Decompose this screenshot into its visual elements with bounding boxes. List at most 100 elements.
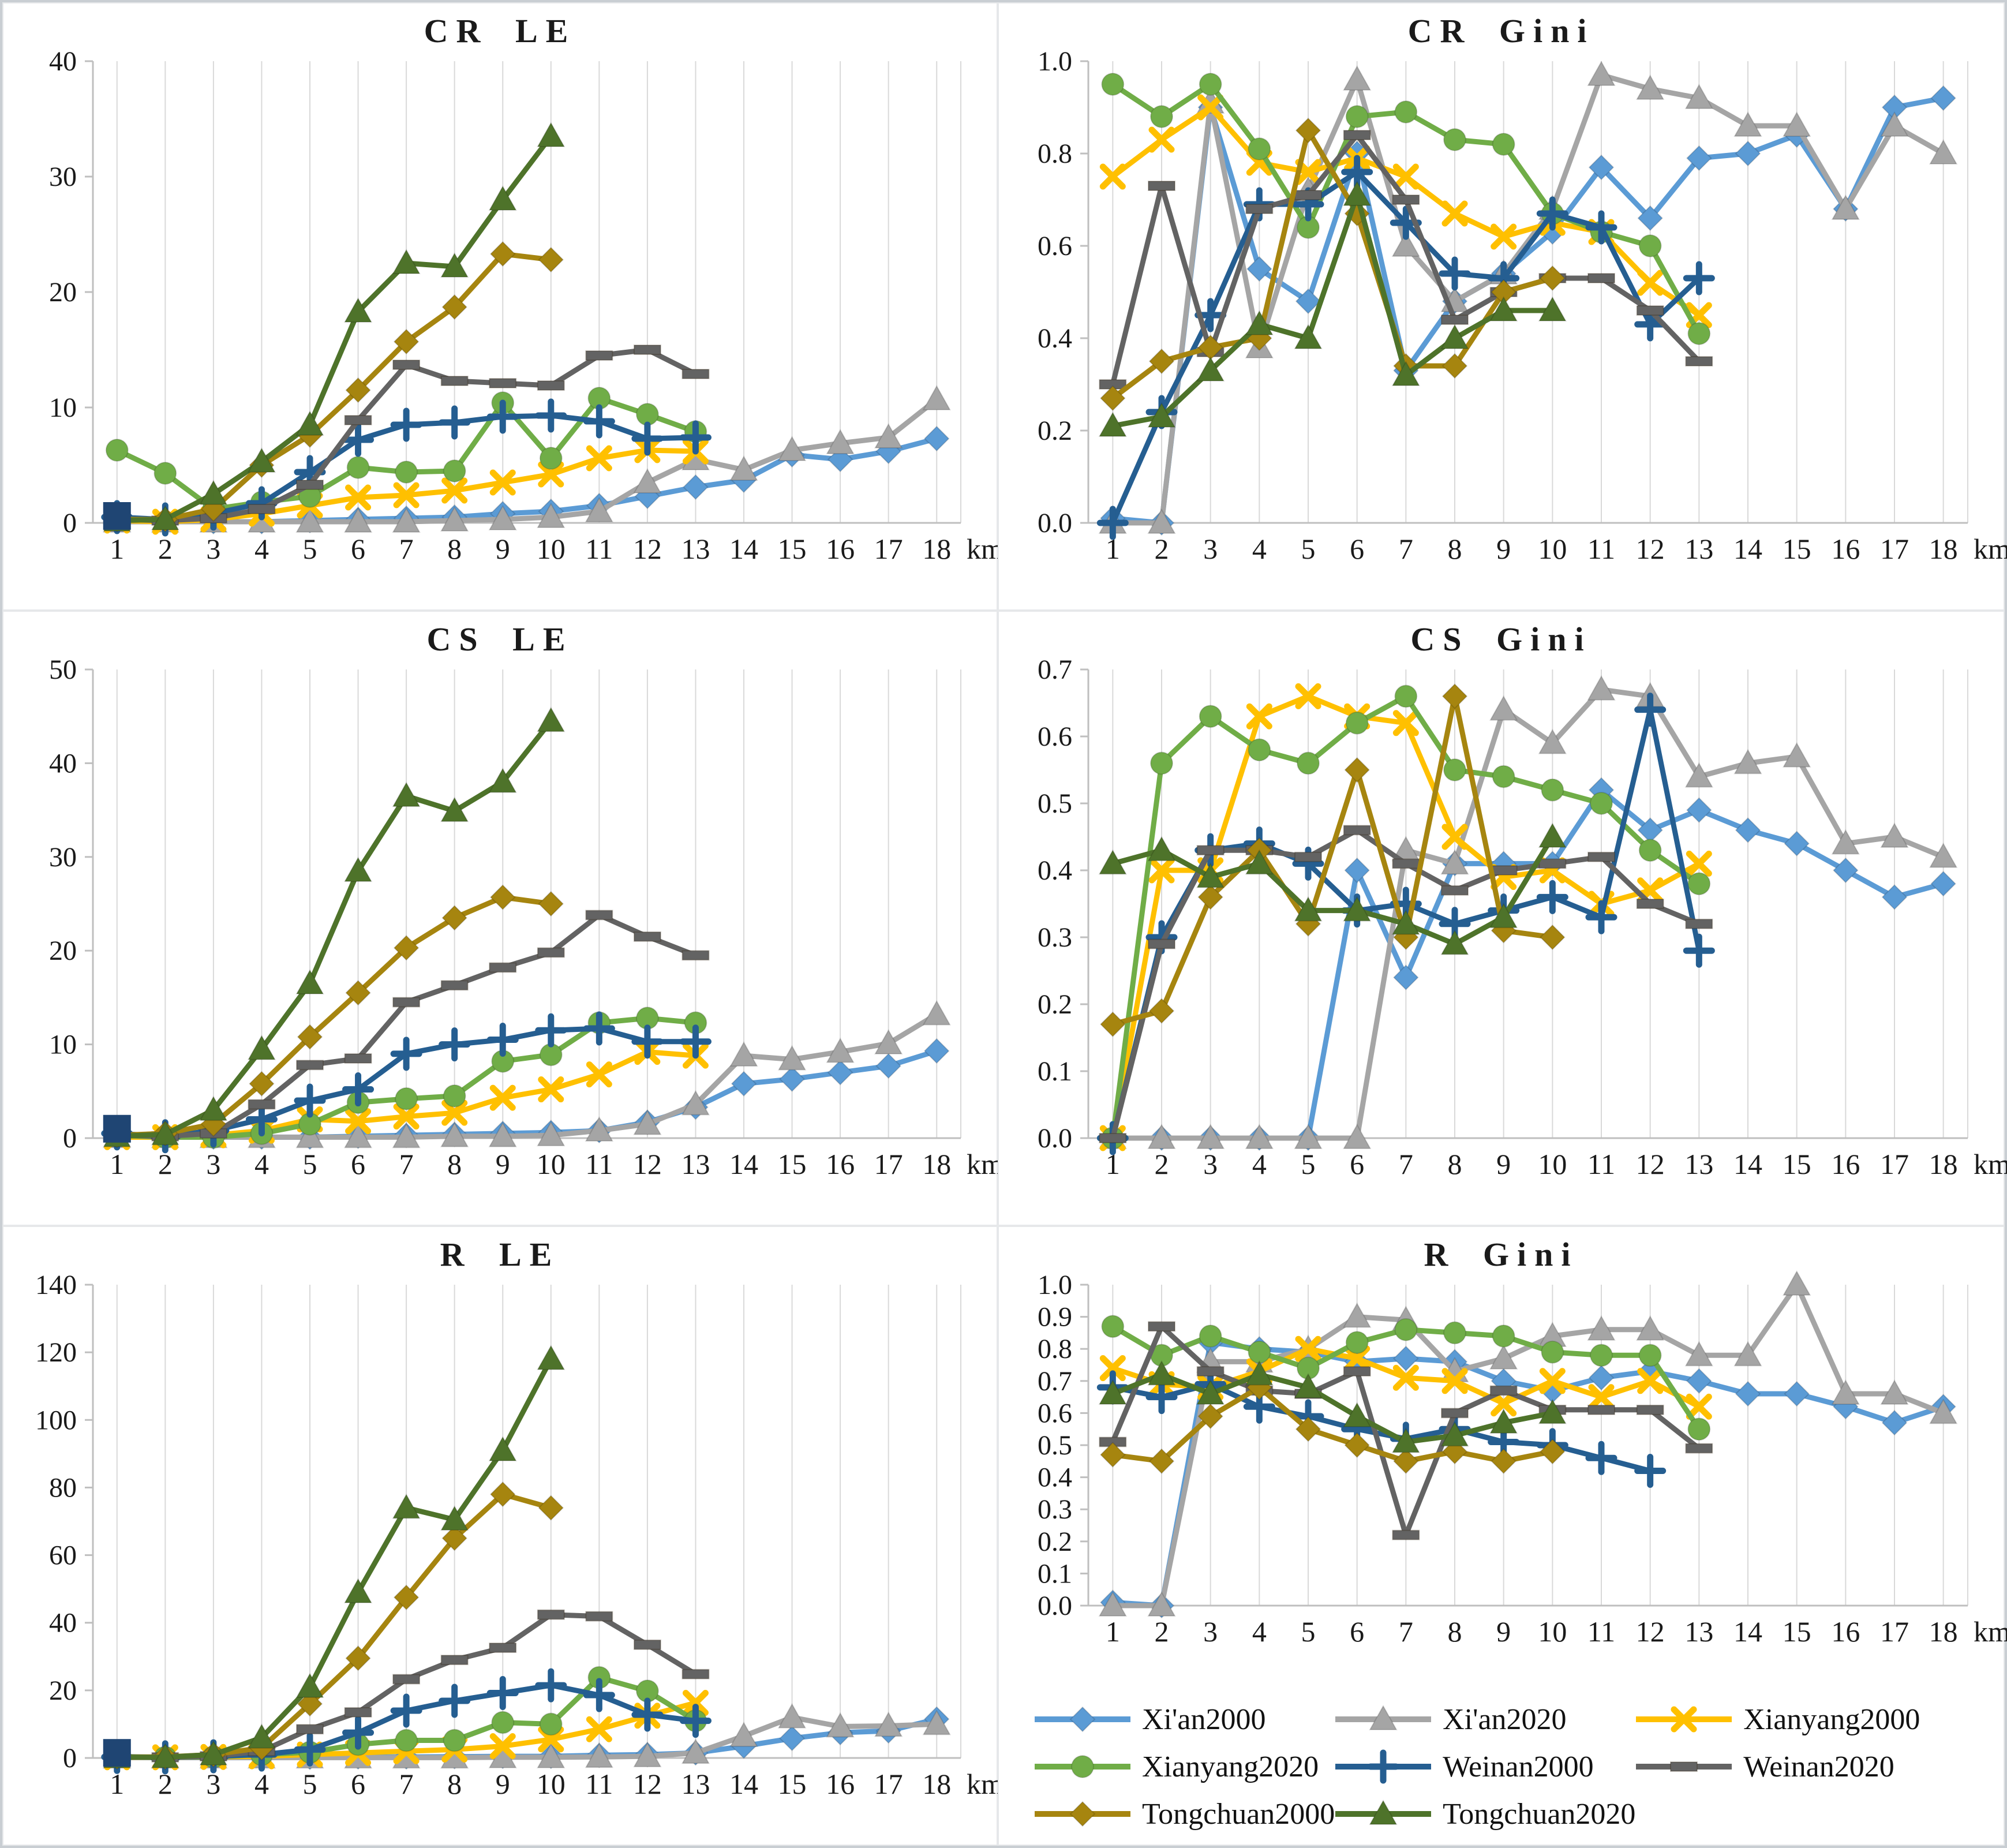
marker bbox=[1391, 909, 1421, 935]
marker bbox=[1344, 1432, 1371, 1458]
marker bbox=[1881, 884, 1908, 910]
marker bbox=[199, 479, 228, 505]
x-tick-label: 4 bbox=[1252, 1148, 1267, 1180]
x-tick-label: 6 bbox=[1350, 1148, 1364, 1180]
marker bbox=[1491, 1390, 1517, 1417]
legend-label: Xianyang2020 bbox=[1142, 1750, 1319, 1783]
marker bbox=[1391, 360, 1421, 386]
marker bbox=[199, 1095, 228, 1121]
marker bbox=[343, 1123, 373, 1149]
marker bbox=[1147, 508, 1176, 534]
panel-cr-le: CR LE 0 10 20 30 40 1 2 3 4 5 6 7 8 9 10 11 12 13 14 15 16 17… bbox=[2, 2, 1004, 611]
marker bbox=[488, 185, 517, 211]
marker bbox=[393, 934, 420, 961]
panel-cs-le: CS LE 0 10 20 30 40 50 1 2 3 4 5 6 7 8 9 10 11 12 13 14 15 16… bbox=[2, 611, 1004, 1226]
marker bbox=[1541, 1340, 1564, 1364]
marker bbox=[248, 504, 276, 514]
marker bbox=[488, 1121, 517, 1147]
marker bbox=[1686, 1393, 1712, 1420]
origin-square-marker bbox=[103, 1114, 131, 1143]
x-tick-label: 2 bbox=[158, 1148, 173, 1180]
marker bbox=[1587, 1315, 1616, 1341]
y-tick-label: 1.0 bbox=[1038, 46, 1072, 77]
marker bbox=[1342, 1302, 1372, 1328]
marker bbox=[729, 1041, 758, 1067]
marker bbox=[1831, 1379, 1860, 1405]
marker bbox=[583, 404, 615, 439]
axes bbox=[1080, 1284, 1968, 1607]
x-tick-label: 6 bbox=[1350, 1615, 1364, 1648]
marker bbox=[249, 1071, 275, 1097]
y-tick-label: 20 bbox=[49, 1675, 77, 1706]
marker bbox=[1196, 1366, 1225, 1377]
x-tick-label: 12 bbox=[1636, 1148, 1665, 1180]
marker bbox=[345, 1108, 372, 1135]
marker bbox=[537, 706, 566, 732]
legend-item-xianyang2000: Xianyang2000 bbox=[1635, 1702, 2004, 1737]
marker bbox=[1735, 1381, 1761, 1407]
marker bbox=[679, 1704, 712, 1738]
marker bbox=[538, 891, 564, 917]
marker bbox=[585, 1116, 614, 1142]
y-tick-label: 0.4 bbox=[1038, 855, 1072, 886]
marker bbox=[1880, 1379, 1909, 1405]
x-tick-label: 11 bbox=[1587, 533, 1615, 565]
marker bbox=[1148, 1321, 1175, 1332]
marker bbox=[1392, 194, 1420, 205]
marker bbox=[1585, 210, 1617, 245]
marker bbox=[1588, 1364, 1615, 1391]
marker bbox=[583, 1678, 615, 1712]
x-tick-labels: 1 2 3 4 5 6 7 8 9 10 11 12 13 14 15 16 17 18 km bbox=[110, 1148, 1004, 1180]
marker bbox=[1441, 683, 1468, 709]
x-tick-label: 3 bbox=[206, 533, 220, 565]
x-axis-unit-label: km bbox=[967, 1148, 1004, 1180]
marker bbox=[1735, 817, 1761, 843]
marker bbox=[1197, 1403, 1224, 1430]
y-tick-label: 0.4 bbox=[1038, 1462, 1072, 1493]
legend-label: Tongchuan2020 bbox=[1443, 1797, 1636, 1831]
marker bbox=[393, 1103, 420, 1130]
marker bbox=[1294, 1123, 1323, 1149]
x-tick-label: 17 bbox=[874, 1148, 903, 1180]
marker bbox=[440, 376, 469, 386]
marker bbox=[1246, 256, 1272, 282]
marker bbox=[491, 1711, 515, 1734]
marker bbox=[1392, 163, 1419, 190]
marker bbox=[537, 121, 566, 147]
y-tick-label: 0.0 bbox=[1038, 508, 1072, 538]
y-tick-label: 0.2 bbox=[1038, 416, 1072, 446]
marker bbox=[295, 968, 324, 995]
marker bbox=[1536, 880, 1568, 914]
marker bbox=[1832, 857, 1859, 884]
legend-item-weinan2000: Weinan2000 bbox=[1334, 1749, 1635, 1784]
marker bbox=[392, 997, 421, 1008]
x-tick-labels: 1 2 3 4 5 6 7 8 9 10 11 12 13 14 15 16 17 18 km bbox=[110, 533, 1004, 565]
origin-square-marker bbox=[103, 1739, 131, 1767]
x-tick-label: 17 bbox=[1880, 533, 1909, 565]
marker bbox=[585, 1742, 614, 1768]
marker bbox=[777, 1703, 807, 1729]
marker bbox=[439, 405, 471, 440]
marker bbox=[1638, 234, 1662, 257]
marker bbox=[1295, 1336, 1321, 1362]
x-tick-label: 1 bbox=[1106, 1615, 1120, 1648]
marker bbox=[1538, 858, 1567, 869]
marker bbox=[1539, 1438, 1566, 1465]
marker bbox=[1199, 73, 1222, 96]
marker bbox=[151, 1120, 180, 1146]
axes bbox=[1080, 60, 1968, 524]
marker bbox=[683, 474, 709, 500]
marker bbox=[537, 1121, 566, 1147]
marker bbox=[395, 1729, 418, 1752]
marker bbox=[1441, 315, 1469, 325]
marker bbox=[1248, 1340, 1271, 1364]
y-tick-labels: 0 20 40 60 80 100 120 140 bbox=[35, 1270, 77, 1774]
marker bbox=[1342, 180, 1372, 206]
marker bbox=[103, 1114, 131, 1143]
x-tick-label: 5 bbox=[303, 1768, 317, 1800]
marker bbox=[1369, 1799, 1398, 1825]
marker bbox=[1245, 849, 1274, 875]
marker bbox=[1245, 1360, 1274, 1386]
marker bbox=[1930, 870, 1957, 897]
